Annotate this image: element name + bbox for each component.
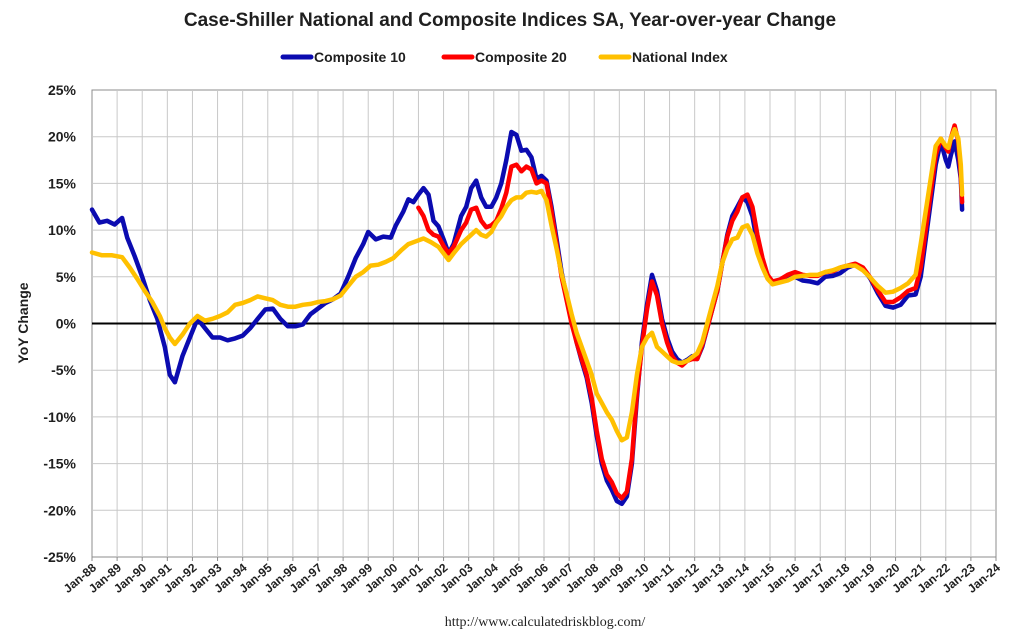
y-tick-label: 10%: [48, 222, 77, 238]
legend-entry: Composite 10: [280, 49, 406, 65]
y-tick-label: -25%: [43, 549, 76, 565]
legend-entry: National Index: [598, 49, 728, 65]
y-tick-label: 25%: [48, 82, 77, 98]
y-tick-label: -20%: [43, 502, 76, 518]
y-tick-label: -15%: [43, 456, 76, 472]
y-tick-label: 5%: [56, 269, 77, 285]
legend-label: National Index: [632, 49, 728, 65]
y-axis-label: YoY Change: [15, 282, 31, 363]
series-line-national-index: [89, 126, 965, 443]
source-link[interactable]: http://www.calculatedriskblog.com/: [445, 615, 646, 630]
legend-entry: Composite 20: [441, 49, 567, 65]
legend: Composite 10 Composite 20 National Index: [280, 49, 728, 65]
y-tick-label: 20%: [48, 129, 77, 145]
y-tick-label: 15%: [48, 175, 77, 191]
y-tick-label: -5%: [51, 362, 76, 378]
series-lines: [89, 123, 965, 507]
horizontal-gridlines: [92, 136, 996, 511]
chart-title: Case-Shiller National and Composite Indi…: [184, 10, 836, 31]
y-tick-label: -10%: [43, 409, 76, 425]
legend-label: Composite 10: [314, 49, 406, 65]
legend-label: Composite 20: [475, 49, 567, 65]
y-axis-ticks: 25% 20% 15% 10% 5% 0% -5% -10% -15% -20% -25%: [43, 82, 76, 565]
y-tick-label: 0%: [56, 316, 77, 332]
